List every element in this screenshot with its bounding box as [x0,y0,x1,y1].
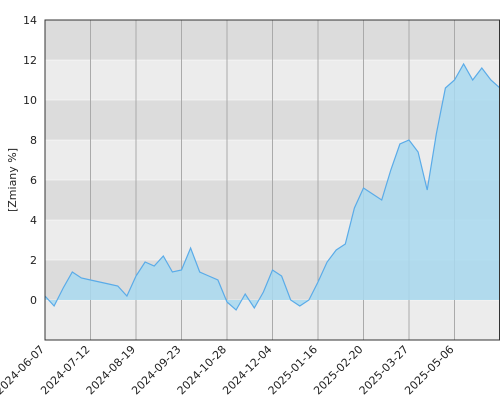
y-tick-label: 6 [30,174,37,187]
area [45,64,500,310]
line [44,62,500,311]
y-tick-label: 10 [23,94,37,107]
y-tick-label: 2 [30,254,37,267]
y-axis-label: [Zmiany %] [6,148,19,212]
y-tick-label: 12 [23,54,37,67]
y-tick-label: 8 [30,134,37,147]
x-tick-label: 2025-05-06 [402,343,456,397]
y-tick-label: 14 [23,14,37,27]
y-tick-label: 4 [30,214,37,227]
y-tick-label: 0 [30,294,37,307]
